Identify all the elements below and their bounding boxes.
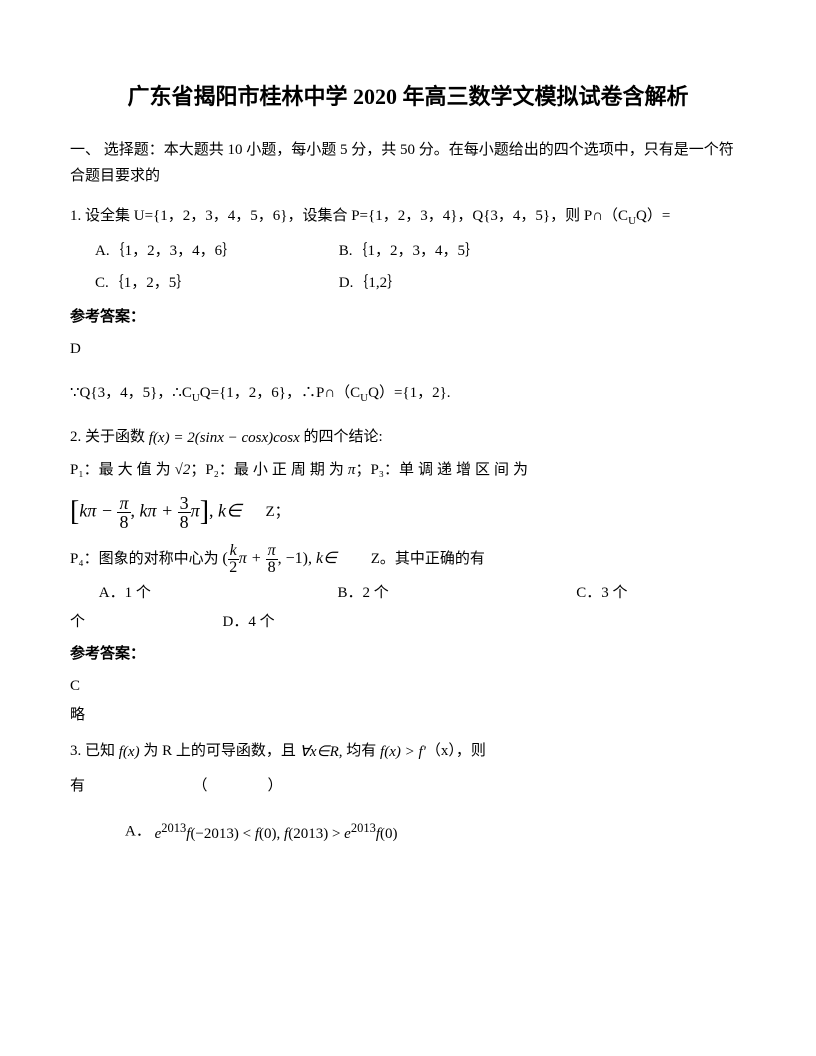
q1-text-part2: Q）= [636, 208, 670, 224]
q2-p4-row: P₄：图象的对称中心为 (k2π + π8, −1), k∈ Z。其中正确的有 [70, 543, 746, 576]
q3-text3: 均有 [343, 743, 381, 759]
q2-p4-formula: (k2π + π8, −1), k∈ [222, 543, 337, 576]
q2-option-b: B．2 个 [338, 581, 573, 605]
q1-sub: U [628, 215, 636, 227]
q3-formula1: f(x) [119, 740, 140, 764]
q1-explain2-sub: U [360, 392, 368, 404]
q2-text1: 2. 关于函数 [70, 429, 149, 445]
q2-p1-p3: P₁：最大值为√2；P₂：最小正周期为π；P₃：单调递增区间为 [70, 458, 746, 483]
q2-p4-label: P₄：图象的对称中心为 [70, 551, 219, 567]
q3-formula3: f(x) > f' [380, 740, 426, 764]
q1-option-d: D.｛1,2｝ [339, 271, 459, 295]
q2-p3-label: ；P₃： [355, 462, 399, 478]
q2-options: A．1 个 B．2 个 C．3 个 [70, 581, 746, 605]
q1-text: 1. 设全集 U={1，2，3，4，5，6}，设集合 P={1，2，3，4}，Q… [70, 204, 746, 231]
section-header: 一、 选择题：本大题共 10 小题，每小题 5 分，共 50 分。在每小题给出的… [70, 138, 746, 189]
q3-option-a: A． e2013f(−2013) < f(0), f(2013) > e2013… [125, 818, 746, 846]
q2-explain: 略 [70, 703, 746, 727]
q2-optc-suffix: 个 [70, 614, 85, 630]
question-1: 1. 设全集 U={1，2，3，4，5，6}，设集合 P={1，2，3，4}，Q… [70, 204, 746, 407]
q2-option-c: C．3 个 [576, 581, 627, 605]
q2-p2-label: ；P₂： [190, 462, 234, 478]
q3-optA-formula: e2013f(−2013) < f(0), f(2013) > e2013f(0… [155, 818, 398, 846]
q3-optA-label: A． [125, 823, 151, 839]
q1-options: A.｛1，2，3，4，6｝ B.｛1，2，3，4，5｝ C.｛1，2，5｝ D.… [95, 239, 746, 295]
q1-option-b: B.｛1，2，3，4，5｝ [339, 239, 579, 263]
q3-formula2: ∀x∈R, [300, 740, 343, 764]
q1-option-row2: C.｛1，2，5｝ D.｛1,2｝ [95, 271, 746, 295]
q2-p3-suffix: Z； [265, 504, 289, 520]
q2-text: 2. 关于函数 f(x) = 2(sinx − cosx)cosx 的四个结论: [70, 425, 746, 450]
section-header-text: 一、 选择题：本大题共 10 小题，每小题 5 分，共 50 分。在每小题给出的… [70, 142, 734, 184]
q2-p3-text: 单调递增区间为 [399, 462, 532, 478]
q2-option-a: A．1 个 [99, 581, 334, 605]
q2-answer: C [70, 674, 746, 698]
q2-text2: 的四个结论: [300, 429, 383, 445]
q3-text2: 为 R 上的可导函数，且 [140, 743, 300, 759]
q2-option-d-row: 个 D．4 个 [70, 610, 746, 634]
q1-explain2: Q={1，2，6}，∴P∩（C [200, 385, 360, 401]
q3-text-row2: 有 （ ） [70, 774, 746, 798]
q2-formula1: f(x) = 2(sinx − cosx)cosx [149, 426, 300, 450]
q2-option-d: D．4 个 [223, 614, 275, 630]
q1-answer: D [70, 337, 746, 361]
q3-text6: （ ） [193, 778, 283, 794]
q3-text5: 有 [70, 778, 85, 794]
page-title: 广东省揭阳市桂林中学 2020 年高三数学文模拟试卷含解析 [70, 80, 746, 113]
q3-text4: （x），则 [426, 743, 486, 759]
question-3: 3. 已知 f(x) 为 R 上的可导函数，且 ∀x∈R, 均有 f(x) > … [70, 739, 746, 846]
q1-answer-label: 参考答案： [70, 305, 746, 329]
q3-text1: 3. 已知 [70, 743, 119, 759]
q3-text-row1: 3. 已知 f(x) 为 R 上的可导函数，且 ∀x∈R, 均有 f(x) > … [70, 739, 746, 764]
q2-p3-formula: [kπ − π8, kπ + 38π], k∈ [70, 490, 242, 535]
q2-p2-text: 最小正周期为 [234, 462, 348, 478]
q1-option-c: C.｛1，2，5｝ [95, 271, 335, 295]
q1-explain3: Q）={1，2}. [368, 385, 450, 401]
q2-p1-text: 最大值为 [99, 462, 175, 478]
q1-option-row1: A.｛1，2，3，4，6｝ B.｛1，2，3，4，5｝ [95, 239, 746, 263]
q2-p1-label: P₁： [70, 462, 99, 478]
q2-p3-formula-row: [kπ − π8, kπ + 38π], k∈ Z； [70, 490, 746, 535]
q1-option-a: A.｛1，2，3，4，6｝ [95, 239, 335, 263]
q2-p1-formula: √2 [175, 458, 191, 482]
q1-explain1-sub: U [192, 392, 200, 404]
q1-explain1: ∵Q{3，4，5}，∴C [70, 385, 192, 401]
q2-p4-suffix: Z。其中正确的有 [371, 551, 485, 567]
question-2: 2. 关于函数 f(x) = 2(sinx − cosx)cosx 的四个结论:… [70, 425, 746, 727]
q1-text-part1: 1. 设全集 U={1，2，3，4，5，6}，设集合 P={1，2，3，4}，Q… [70, 208, 628, 224]
q2-answer-label: 参考答案： [70, 642, 746, 666]
q1-explain: ∵Q{3，4，5}，∴CUQ={1，2，6}，∴P∩（CUQ）={1，2}. [70, 381, 746, 408]
